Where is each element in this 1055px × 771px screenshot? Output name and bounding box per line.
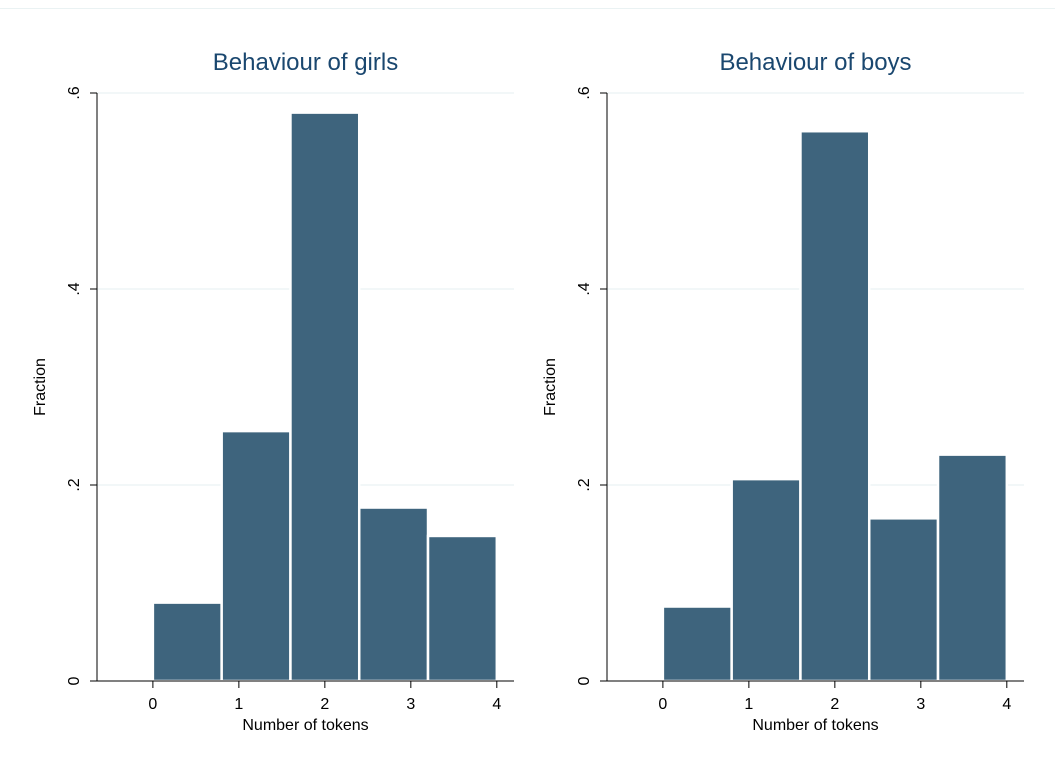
histogram-bar	[661, 605, 733, 683]
histogram-bar	[151, 601, 223, 683]
y-axis-label: Fraction	[542, 358, 559, 416]
histogram-bar	[730, 477, 802, 683]
x-axis-label: Number of tokens	[752, 717, 878, 734]
x-tick-label: 3	[916, 696, 925, 713]
histogram-bar	[799, 129, 871, 683]
x-tick-label: 1	[744, 696, 753, 713]
x-tick-label: 4	[492, 696, 501, 713]
histogram-bar	[220, 429, 292, 683]
histogram-bar	[426, 534, 499, 683]
x-tick-label: 3	[406, 696, 415, 713]
histogram-bar	[357, 506, 430, 683]
y-axis-label: Fraction	[32, 358, 49, 416]
chart-title: Behaviour of boys	[719, 49, 911, 76]
x-tick-label: 2	[320, 696, 329, 713]
x-tick-label: 2	[830, 696, 839, 713]
x-axis-label: Number of tokens	[242, 717, 368, 734]
y-tick-label: .6	[66, 86, 83, 99]
y-tick-label: 0	[66, 676, 83, 685]
x-tick-label: 4	[1002, 696, 1011, 713]
histogram-bar	[289, 111, 361, 683]
y-tick-label: .2	[576, 478, 593, 491]
y-tick-label: .2	[66, 478, 83, 491]
y-tick-label: .6	[576, 86, 593, 99]
chart-panel-0: 0 .2 .4 .6 0 1 2 3 4 Behaviour of girls Number of …	[32, 49, 514, 734]
top-divider	[0, 8, 1055, 9]
histogram-bar	[867, 517, 940, 683]
chart-panel-1: 0 .2 .4 .6 0 1 2 3 4 Behaviour of boys Number of t…	[542, 49, 1024, 734]
y-tick-label: .4	[66, 282, 83, 295]
histogram-bar	[936, 453, 1009, 683]
chart-title: Behaviour of girls	[213, 49, 398, 76]
x-tick-label: 0	[148, 696, 157, 713]
y-tick-label: 0	[576, 676, 593, 685]
x-tick-label: 0	[658, 696, 667, 713]
y-tick-label: .4	[576, 282, 593, 295]
x-tick-label: 1	[234, 696, 243, 713]
